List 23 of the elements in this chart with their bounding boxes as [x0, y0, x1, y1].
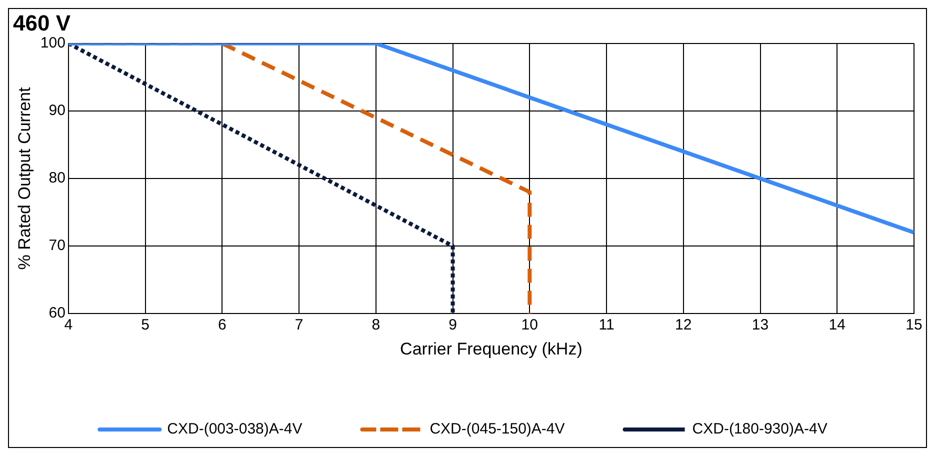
- legend-label: CXD-(180-930)A-4V: [692, 420, 828, 438]
- x-tick-label: 5: [141, 316, 150, 334]
- y-tick-label: 60: [48, 304, 66, 322]
- x-tick-label: 6: [218, 316, 226, 334]
- y-tick-label: 70: [48, 237, 66, 254]
- x-tick-label: 13: [752, 316, 769, 334]
- x-tick-label: 9: [448, 316, 457, 334]
- x-tick-label: 12: [675, 316, 692, 334]
- y-tick-label: 80: [48, 170, 66, 187]
- x-tick-label: 10: [521, 316, 538, 334]
- legend-label: CXD-(045-150)A-4V: [430, 420, 565, 438]
- x-tick-label: 7: [294, 316, 304, 334]
- x-tick-label: 14: [828, 316, 846, 334]
- x-tick-label: 8: [372, 316, 380, 334]
- y-tick-label: 90: [48, 102, 66, 120]
- x-axis-title: Carrier Frequency (kHz): [400, 339, 582, 358]
- y-axis-title: % Rated Output Current: [14, 87, 34, 270]
- y-tick-label: 100: [40, 34, 66, 52]
- chart-title: 460 V: [13, 10, 71, 36]
- legend-label: CXD-(003-038)A-4V: [167, 420, 302, 438]
- x-tick-label: 15: [906, 316, 922, 334]
- x-tick-label: 4: [64, 316, 73, 334]
- x-tick-label: 11: [598, 316, 614, 334]
